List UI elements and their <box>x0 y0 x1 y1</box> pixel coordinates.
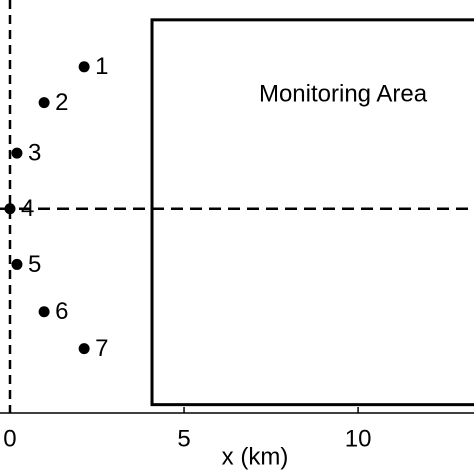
point <box>78 61 90 73</box>
point-label: 7 <box>95 335 108 362</box>
monitoring-area <box>150 18 474 407</box>
region-label: Monitoring Area <box>259 80 428 107</box>
point-label: 6 <box>55 298 68 325</box>
point <box>38 97 50 109</box>
point-label: 2 <box>55 89 68 116</box>
point <box>11 258 23 270</box>
point <box>11 147 23 159</box>
point <box>38 306 50 318</box>
x-axis-label: x (km) <box>222 443 289 470</box>
point <box>4 203 16 215</box>
point <box>78 343 90 355</box>
point-label: 3 <box>28 139 41 166</box>
x-tick-label: 0 <box>3 425 16 452</box>
point-label: 4 <box>21 195 34 222</box>
point-label: 5 <box>28 251 41 278</box>
x-tick-label: 10 <box>345 425 372 452</box>
point-label: 1 <box>95 53 108 80</box>
x-tick-label: 5 <box>177 425 190 452</box>
